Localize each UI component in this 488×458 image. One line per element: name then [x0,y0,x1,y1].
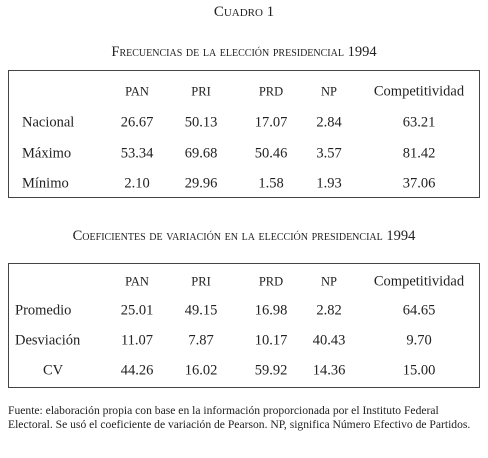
footnote: Fuente: elaboración propia con base en l… [8,404,471,431]
cell-value: 29.96 [184,175,218,192]
column-header: NP [321,274,337,289]
cell-value: 10.17 [254,332,288,349]
cell-value: 63.21 [402,114,436,131]
row-label: Promedio [15,302,72,319]
cell-value: 17.07 [254,114,288,131]
cell-value: 53.34 [120,145,154,162]
column-header: Competitividad [373,273,465,290]
cell-value: 26.67 [120,114,154,131]
table: PAN PRI PRD NP Competitividad Promedio 25.01 49… [8,263,480,388]
table-title: Coeficientes de variación en la elección… [72,228,416,244]
column-header: Competitividad [373,83,465,100]
cell-value: 64.65 [402,302,436,319]
column-header: PRD [258,274,284,289]
column-header: PAN [125,84,149,99]
cell-value: 50.13 [184,114,218,131]
cell-value: 3.57 [316,145,342,162]
cell-value: 1.58 [258,175,284,192]
column-header: PRD [258,84,284,99]
column-header: PRI [191,274,211,289]
column-header: PAN [125,274,149,289]
cell-value: 15.00 [402,362,436,379]
cell-value: 14.36 [312,362,346,379]
row-label: CV [43,362,64,379]
column-header: NP [321,84,337,99]
document-title: Cuadro 1 [213,4,275,20]
cell-value: 2.10 [124,175,150,192]
cell-value: 9.70 [406,332,432,349]
cell-value: 7.87 [188,332,214,349]
row-label: Máximo [22,145,72,162]
column-header: PRI [191,84,211,99]
cell-value: 40.43 [312,332,346,349]
row-label: Mínimo [22,175,69,192]
cell-value: 25.01 [120,302,154,319]
cell-value: 11.07 [120,332,154,349]
cell-value: 16.02 [184,362,218,379]
cell-value: 2.82 [316,302,342,319]
cell-value: 59.92 [254,362,288,379]
cell-value: 37.06 [402,175,436,192]
table-title: Frecuencias de la elección presidencial … [111,44,377,60]
cell-value: 44.26 [120,362,154,379]
cell-value: 2.84 [316,114,342,131]
table: PAN PRI PRD NP Competitividad Nacional 26.67 50… [8,70,480,198]
row-label: Desviación [15,332,81,349]
cell-value: 49.15 [184,302,218,319]
row-label: Nacional [22,114,75,131]
cell-value: 81.42 [402,145,436,162]
cell-value: 50.46 [254,145,288,162]
cell-value: 16.98 [254,302,288,319]
cell-value: 1.93 [316,175,342,192]
cell-value: 69.68 [184,145,218,162]
